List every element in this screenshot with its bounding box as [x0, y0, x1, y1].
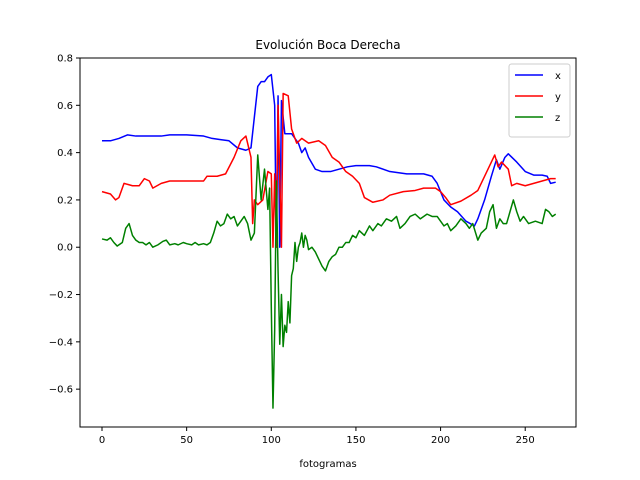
plot-area-frame: [79, 57, 577, 428]
x-tick-label: 100: [262, 435, 281, 446]
series-line-y: [101, 92, 556, 248]
y-tick-label: −0.4: [49, 337, 73, 348]
x-tick-label: 250: [516, 435, 535, 446]
legend-label-z: z: [555, 113, 560, 124]
legend-label-y: y: [555, 92, 561, 103]
legend-label-x: x: [555, 71, 561, 82]
y-tick-label: 0.2: [57, 195, 73, 206]
x-tick-label: 50: [180, 435, 193, 446]
y-tick-label: 0.8: [57, 54, 73, 65]
y-tick-label: 0.0: [57, 243, 73, 254]
x-tick-label: 0: [99, 435, 105, 446]
y-tick-label: 0.6: [57, 101, 73, 112]
y-tick-label: 0.4: [57, 148, 73, 159]
y-tick-label: −0.2: [49, 290, 73, 301]
chart-title: Evolución Boca Derecha: [255, 38, 400, 52]
series-line-x: [102, 73, 556, 248]
x-tick-label: 150: [346, 435, 365, 446]
legend: xyz: [508, 63, 571, 138]
legend-box: [508, 63, 571, 138]
y-tick-label: −0.6: [49, 385, 73, 396]
x-axis-label: fotogramas: [299, 459, 356, 470]
x-tick-label: 200: [431, 435, 450, 446]
ticks-layer: 0 50 100 150 200 250 −0.6 −0.4 −0.2 0.0 0.2 0.4 0.6 0…: [49, 54, 535, 447]
series-layer: [101, 73, 557, 409]
series-line-z: [101, 154, 557, 409]
